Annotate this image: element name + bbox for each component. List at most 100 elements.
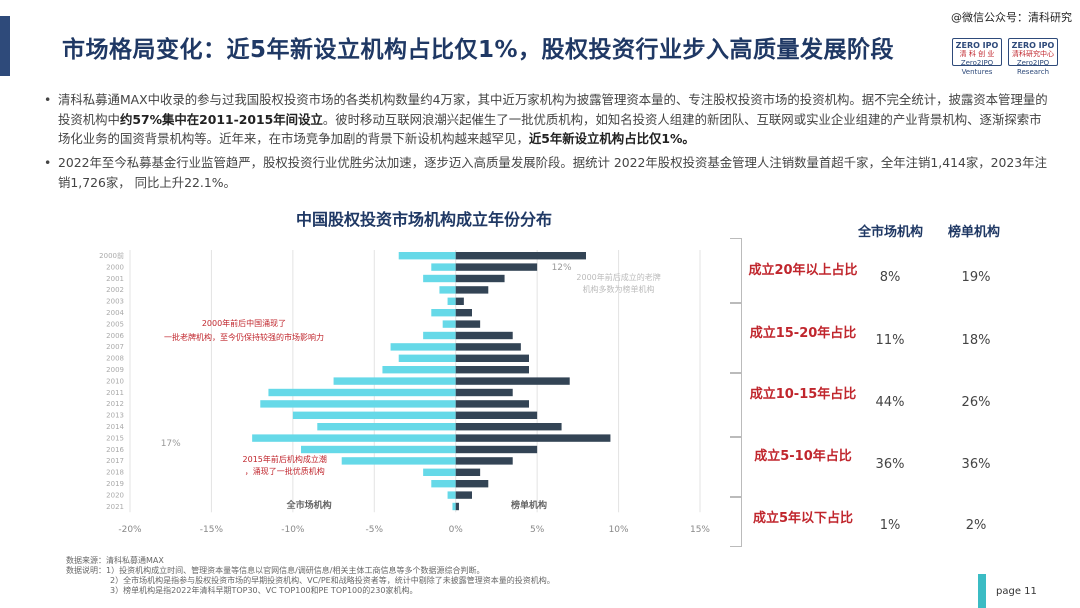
logo-left-mid: 清 科 创 业 [959, 50, 995, 58]
bar-all-market [431, 309, 456, 317]
legend-all-market: 全市场机构 [286, 499, 332, 511]
bar-all-market [431, 480, 456, 488]
value-rank-10-15: 26% [961, 395, 991, 410]
row-label-10-15: 成立10-15年占比 [748, 386, 858, 403]
year-label: 2017 [106, 457, 124, 465]
page-number: page 11 [978, 574, 1050, 608]
annotation-ranked-early-line2: 机构多数为榜单机构 [583, 284, 655, 294]
row-label-text-1: 成立20年以上占比 [748, 263, 858, 278]
row-label-15-20: 成立15-20年占比 [748, 325, 858, 342]
bar-all-market [260, 400, 456, 408]
bar-ranked [455, 468, 481, 476]
bracket-row-4 [730, 437, 742, 497]
value-all-5-10: 36% [875, 457, 905, 472]
bracket-row-5 [730, 497, 742, 547]
bar-ranked [455, 343, 521, 351]
bar-all-market [382, 366, 456, 374]
x-tick-label: -10% [281, 525, 305, 535]
value-rank-5-10: 36% [961, 457, 991, 472]
bullet-paragraph-2: 2022年至今私募基金行业监管趋严，股权投资行业优胜劣汰加速，逐步迈入高质量发展… [44, 153, 1048, 192]
annotation-12pct: 12% [552, 263, 572, 273]
bar-all-market [301, 445, 456, 454]
bar-ranked [455, 388, 513, 397]
chart-bars [252, 252, 611, 511]
bar-all-market [390, 343, 456, 351]
year-label: 2000前 [99, 251, 124, 260]
year-label: 2021 [106, 503, 124, 511]
bar-all-market [423, 274, 456, 283]
bar-all-market [317, 423, 456, 431]
bar-all-market [447, 491, 456, 499]
bracket-row-1 [730, 238, 742, 303]
row-label-text-2: 成立15-20年占比 [749, 326, 857, 341]
x-tick-label: 15% [690, 525, 710, 535]
value-all-under-5: 1% [879, 518, 901, 533]
bar-ranked [455, 263, 538, 271]
bar-ranked [455, 320, 481, 328]
row-label-under-5: 成立5年以下占比 [748, 510, 858, 527]
annotation-early-firms-line2: 一批老牌机构，至今仍保持较强的市场影响力 [164, 332, 324, 342]
bar-all-market [431, 263, 456, 271]
bar-all-market [452, 502, 456, 511]
year-label: 2020 [106, 491, 124, 499]
row-label-text-4: 成立5-10年占比 [754, 449, 852, 464]
slide-title: 市场格局变化：近5年新设立机构占比仅1%，股权投资行业步入高质量发展阶段 [62, 37, 895, 63]
year-label: 2014 [106, 423, 124, 431]
annotation-2015-wave: 2015年前后机构成立潮 [243, 454, 327, 464]
legend-ranked: 榜单机构 [511, 499, 547, 511]
footnote-note-2: 2）全市场机构是指参与股权投资市场的早期投资机构、VC/PE和战略投资者等，统计… [110, 576, 555, 585]
footnote-note-1: 数据说明：1）投资机构成立时间、管理资本量等信息以官网信息/调研信息/相关主体工… [66, 566, 485, 575]
footnotes: 数据来源：清科私募通MAX 数据说明：1）投资机构成立时间、管理资本量等信息以官… [66, 556, 555, 596]
chart-title: 中国股权投资市场机构成立年份分布 [296, 210, 553, 229]
population-pyramid-chart: 2000前 2000 2001 2002 2003 2004 2005 2006 2007 200… [99, 250, 710, 535]
footnote-source: 数据来源：清科私募通MAX [66, 556, 164, 565]
bar-all-market [333, 377, 456, 385]
year-label: 2015 [106, 434, 124, 442]
bar-all-market [398, 252, 456, 260]
chart-x-tick-labels: -20% -15% -10% -5% 0% 5% 10% 15% [118, 525, 710, 535]
year-label: 2018 [106, 469, 124, 477]
value-rank-15-20: 18% [961, 333, 991, 348]
x-tick-label: 0% [449, 525, 464, 535]
bar-all-market [442, 320, 456, 328]
bracket-row-2 [730, 303, 742, 373]
bullet1-text-b: 。彼时移动互联网浪潮兴起催生了一批优质机构，如知名投资人组建的新团队、互联网或实… [58, 111, 1042, 147]
x-tick-label: -5% [366, 525, 384, 535]
bullet1-text-a: 清科私募通MAX中收录的参与过我国股权投资市场的各类机构数量约4万家，其中近万家… [58, 92, 1048, 127]
year-label: 2006 [106, 332, 124, 340]
value-rank-over-20: 19% [961, 270, 991, 285]
bar-ranked [455, 400, 529, 408]
row-label-text-5: 成立5年以下占比 [752, 511, 854, 526]
bar-ranked [455, 502, 459, 511]
bar-ranked [455, 309, 472, 317]
bar-ranked [455, 366, 529, 374]
annotation-17pct: 17% [161, 439, 181, 449]
column-header-ranked: 榜单机构 [948, 225, 1001, 240]
bar-all-market [398, 354, 456, 362]
bar-ranked [455, 411, 538, 419]
bar-all-market [423, 468, 456, 476]
bar-ranked [455, 491, 472, 499]
chart-annotations: 全市场机构 榜单机构 2000年前后中国涌现了一批老牌机构，至今仍保持较强的市场影响… [161, 263, 661, 511]
annotation-ranked-early: 2000年前后成立的老牌 [576, 272, 660, 282]
bar-all-market [439, 286, 456, 294]
annotation-early-firms: 2000年前后中国涌现了 [202, 318, 286, 328]
bracket-row-3 [730, 373, 742, 437]
year-label: 2009 [106, 366, 124, 374]
year-label: 2013 [106, 412, 124, 420]
bar-ranked [455, 274, 505, 283]
bar-ranked [455, 377, 570, 385]
year-label: 2002 [106, 286, 124, 294]
year-label: 2016 [106, 446, 124, 454]
year-label: 2011 [106, 389, 124, 397]
x-tick-label: 5% [530, 525, 545, 535]
column-header-all-market: 全市场机构 [858, 225, 924, 240]
bullet1-bold-a: 约57%集中在2011-2015年间设立 [119, 111, 323, 127]
bar-ranked [455, 457, 513, 465]
bar-ranked [455, 286, 489, 294]
x-tick-label: -20% [118, 525, 142, 535]
bullet1-bold-b: 近5年新设立机构占比仅1%。 [528, 131, 695, 146]
year-label: 2000 [106, 263, 124, 271]
bar-ranked [455, 445, 538, 454]
annotation-2015-wave-line2: ，涌现了一批优质机构 [245, 466, 325, 476]
